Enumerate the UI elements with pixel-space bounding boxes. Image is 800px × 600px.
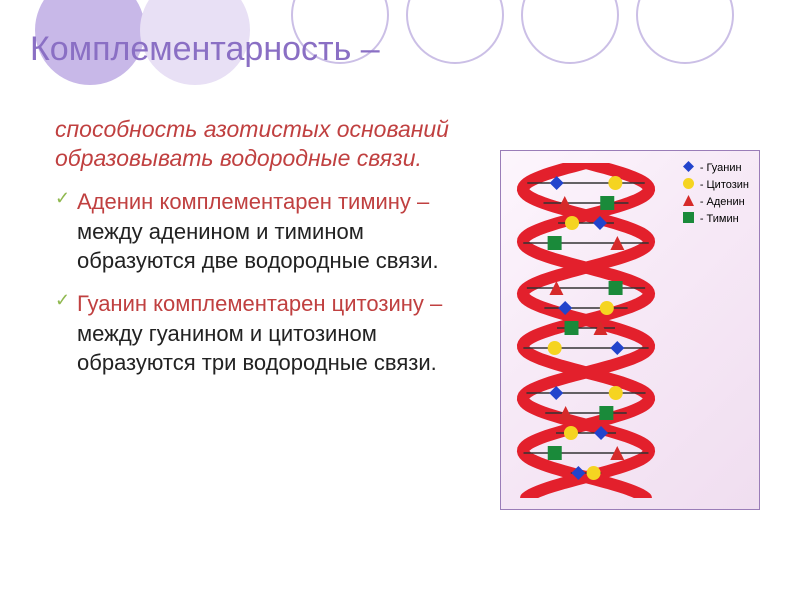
bullet-main: Гуанин комплементарен цитозину –	[77, 290, 465, 319]
legend-label: - Цитозин	[700, 179, 749, 191]
legend-label: - Аденин	[700, 196, 745, 208]
legend-row: - Аденин	[683, 195, 749, 209]
legend-marker-icon	[683, 195, 694, 209]
legend-label: - Гуанин	[700, 162, 742, 174]
check-icon: ✓	[55, 290, 77, 312]
legend-marker-icon	[683, 212, 694, 226]
legend-row: - Цитозин	[683, 178, 749, 192]
legend: - Гуанин - Цитозин - Аденин - Тимин	[683, 161, 749, 229]
page-title: Комплементарность –	[30, 30, 380, 69]
legend-marker-icon	[683, 161, 694, 175]
bullet-sub: между гуанином и цитозином образуются тр…	[77, 320, 465, 377]
legend-row: - Гуанин	[683, 161, 749, 175]
check-icon: ✓	[55, 188, 77, 210]
bullet-item: ✓ Гуанин комплементарен цитозину –между …	[55, 290, 465, 378]
legend-row: - Тимин	[683, 212, 749, 226]
bullet-sub: между аденином и тимином образуются две …	[77, 218, 465, 275]
definition-text: способность азотистых оснований образовы…	[55, 115, 465, 174]
bullet-item: ✓ Аденин комплементарен тимину –между ад…	[55, 188, 465, 276]
dna-helix	[511, 163, 661, 498]
legend-label: - Тимин	[700, 213, 739, 225]
content-block: способность азотистых оснований образовы…	[55, 115, 465, 391]
dna-figure: - Гуанин - Цитозин - Аденин - Тимин	[500, 150, 760, 510]
legend-marker-icon	[683, 178, 694, 192]
bullet-main: Аденин комплементарен тимину –	[77, 188, 465, 217]
